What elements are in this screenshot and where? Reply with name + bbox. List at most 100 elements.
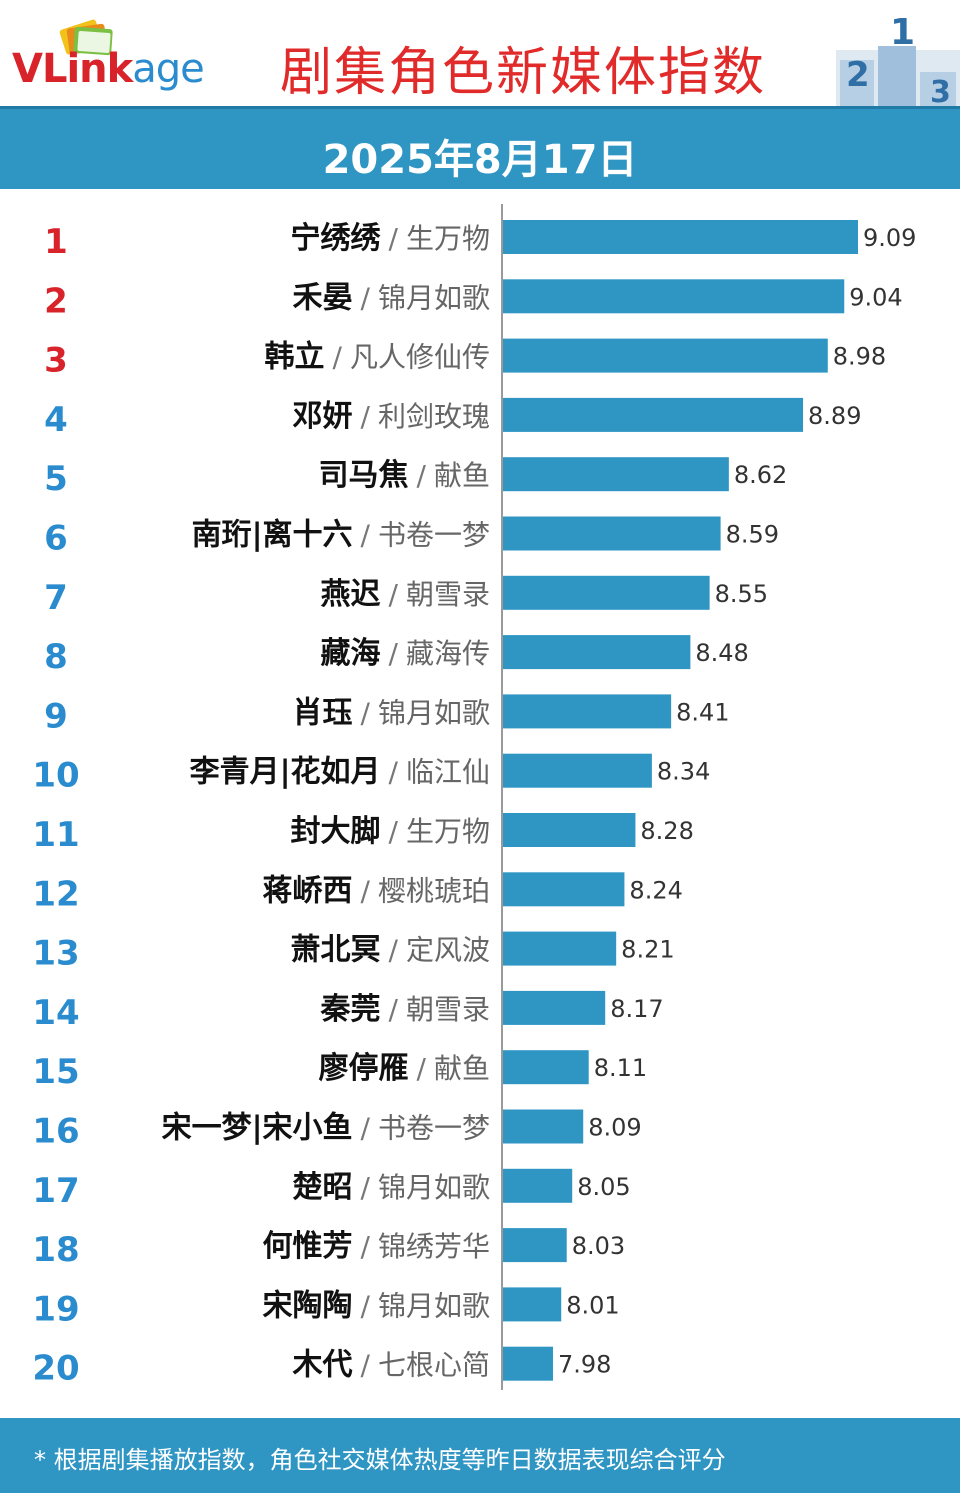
drama-name: 生万物 [406,222,490,255]
bar [503,516,721,551]
row-label: 邓妍 / 利剑玫瑰 [293,399,490,434]
bar [503,457,729,492]
drama-name: 利剑玫瑰 [378,400,490,433]
chart-row: 3 韩立 / 凡人修仙传 8.98 [44,338,886,381]
drama-name: 锦月如歌 [378,281,490,314]
label-separator: / [361,519,371,552]
row-label: 楚昭 / 锦月如歌 [293,1170,490,1205]
label-separator: / [361,696,371,729]
character-name: 何惟芳 [263,1229,353,1264]
bar [503,694,672,729]
drama-name: 藏海传 [406,637,490,670]
chart-row: 11 封大脚 / 生万物 8.28 [32,813,694,855]
drama-name: 樱桃琥珀 [378,874,490,907]
page-title: 剧集角色新媒体指数 [280,43,767,103]
value-label: 9.04 [849,283,902,311]
label-separator: / [361,281,371,314]
value-label: 8.09 [588,1114,641,1142]
value-label: 8.59 [726,521,779,549]
bar [503,1346,553,1381]
drama-name: 七根心简 [378,1349,490,1382]
drama-name: 书卷一梦 [378,519,490,552]
vlinkage-logo: VLinkage [12,14,222,94]
value-label: 8.11 [594,1054,647,1082]
rank-number: 15 [32,1052,79,1092]
character-name: 邓妍 [293,399,353,434]
bar [503,872,625,907]
label-separator: / [361,1171,371,1204]
character-name: 封大脚 [291,814,381,849]
label-separator: / [389,993,399,1026]
bar [503,931,617,966]
character-name: 司马焦 [319,458,409,493]
chart-row: 10 李青月|花如月 / 临江仙 8.34 [32,753,710,796]
value-label: 8.03 [572,1232,625,1260]
rank-number: 13 [32,934,79,974]
value-label: 8.55 [715,580,768,608]
character-name: 宁绣绣 [291,221,382,256]
rank-number: 18 [32,1230,79,1270]
row-label: 蒋峤西 / 樱桃琥珀 [263,873,490,908]
drama-name: 献鱼 [434,459,490,492]
character-name: 藏海 [321,636,381,671]
rank-number: 19 [32,1289,79,1329]
rank-number: 1 [44,222,68,262]
header: VLinkage 剧集角色新媒体指数 2 1 3 [0,0,960,106]
podium-digit-1: 1 [890,12,915,53]
rank-number: 12 [32,874,79,914]
character-name: 廖停雁 [319,1051,409,1086]
drama-name: 锦绣芳华 [378,1230,490,1263]
footer-note: * 根据剧集播放指数，角色社交媒体热度等昨日数据表现综合评分 [34,1446,726,1474]
date-banner: 2025年8月17日 [0,106,960,189]
chart-row: 16 宋一梦|宋小鱼 / 书卷一梦 8.09 [32,1109,642,1152]
character-name: 宋陶陶 [263,1288,353,1323]
value-label: 8.17 [610,995,663,1023]
bar [503,338,828,373]
label-separator: / [389,934,399,967]
rank-number: 7 [44,578,68,618]
podium-icon: 2 1 3 [836,12,960,106]
label-separator: / [361,1230,371,1263]
label-separator: / [361,1349,371,1382]
chart-row: 7 燕迟 / 朝雪录 8.55 [44,575,768,618]
drama-name: 临江仙 [406,756,490,789]
value-label: 8.24 [629,876,682,904]
value-label: 8.05 [577,1173,630,1201]
bar [503,397,804,432]
character-name: 木代 [292,1348,353,1383]
drama-name: 朝雪录 [406,993,490,1026]
character-name: 秦莞 [320,992,381,1027]
drama-name: 定风波 [406,934,490,967]
character-name: 肖珏 [293,695,353,730]
logo-wordmark: VLinkage [12,46,205,92]
label-separator: / [333,341,343,374]
logo-v: V [12,46,43,92]
rank-number: 16 [32,1112,79,1152]
character-name: 宋一梦|宋小鱼 [162,1111,353,1146]
bar [503,1050,589,1085]
character-name: 楚昭 [293,1170,353,1205]
drama-name: 锦月如歌 [378,1171,490,1204]
chart-row: 15 廖停雁 / 献鱼 8.11 [32,1050,647,1092]
label-separator: / [417,1052,427,1085]
label-separator: / [389,756,399,789]
bar [503,1287,562,1322]
date-label: 2025年8月17日 [322,137,638,183]
chart-row: 13 萧北冥 / 定风波 8.21 [32,931,675,974]
chart-row: 18 何惟芳 / 锦绣芳华 8.03 [32,1228,625,1270]
chart-row: 6 南珩|离十六 / 书卷一梦 8.59 [44,516,779,559]
chart-row: 17 楚昭 / 锦月如歌 8.05 [32,1168,631,1211]
chart-row: 8 藏海 / 藏海传 8.48 [44,635,749,677]
row-label: 何惟芳 / 锦绣芳华 [263,1229,490,1264]
label-separator: / [389,637,399,670]
row-label: 木代 / 七根心简 [292,1348,490,1383]
rank-number: 3 [44,341,68,381]
character-name: 蒋峤西 [263,873,353,908]
label-separator: / [361,1112,371,1145]
value-label: 8.01 [566,1291,619,1319]
chart-row: 9 肖珏 / 锦月如歌 8.41 [44,694,730,736]
value-label: 8.28 [640,817,693,845]
rank-number: 17 [32,1171,79,1211]
chart-row: 12 蒋峤西 / 樱桃琥珀 8.24 [32,872,683,914]
value-label: 8.48 [695,639,748,667]
